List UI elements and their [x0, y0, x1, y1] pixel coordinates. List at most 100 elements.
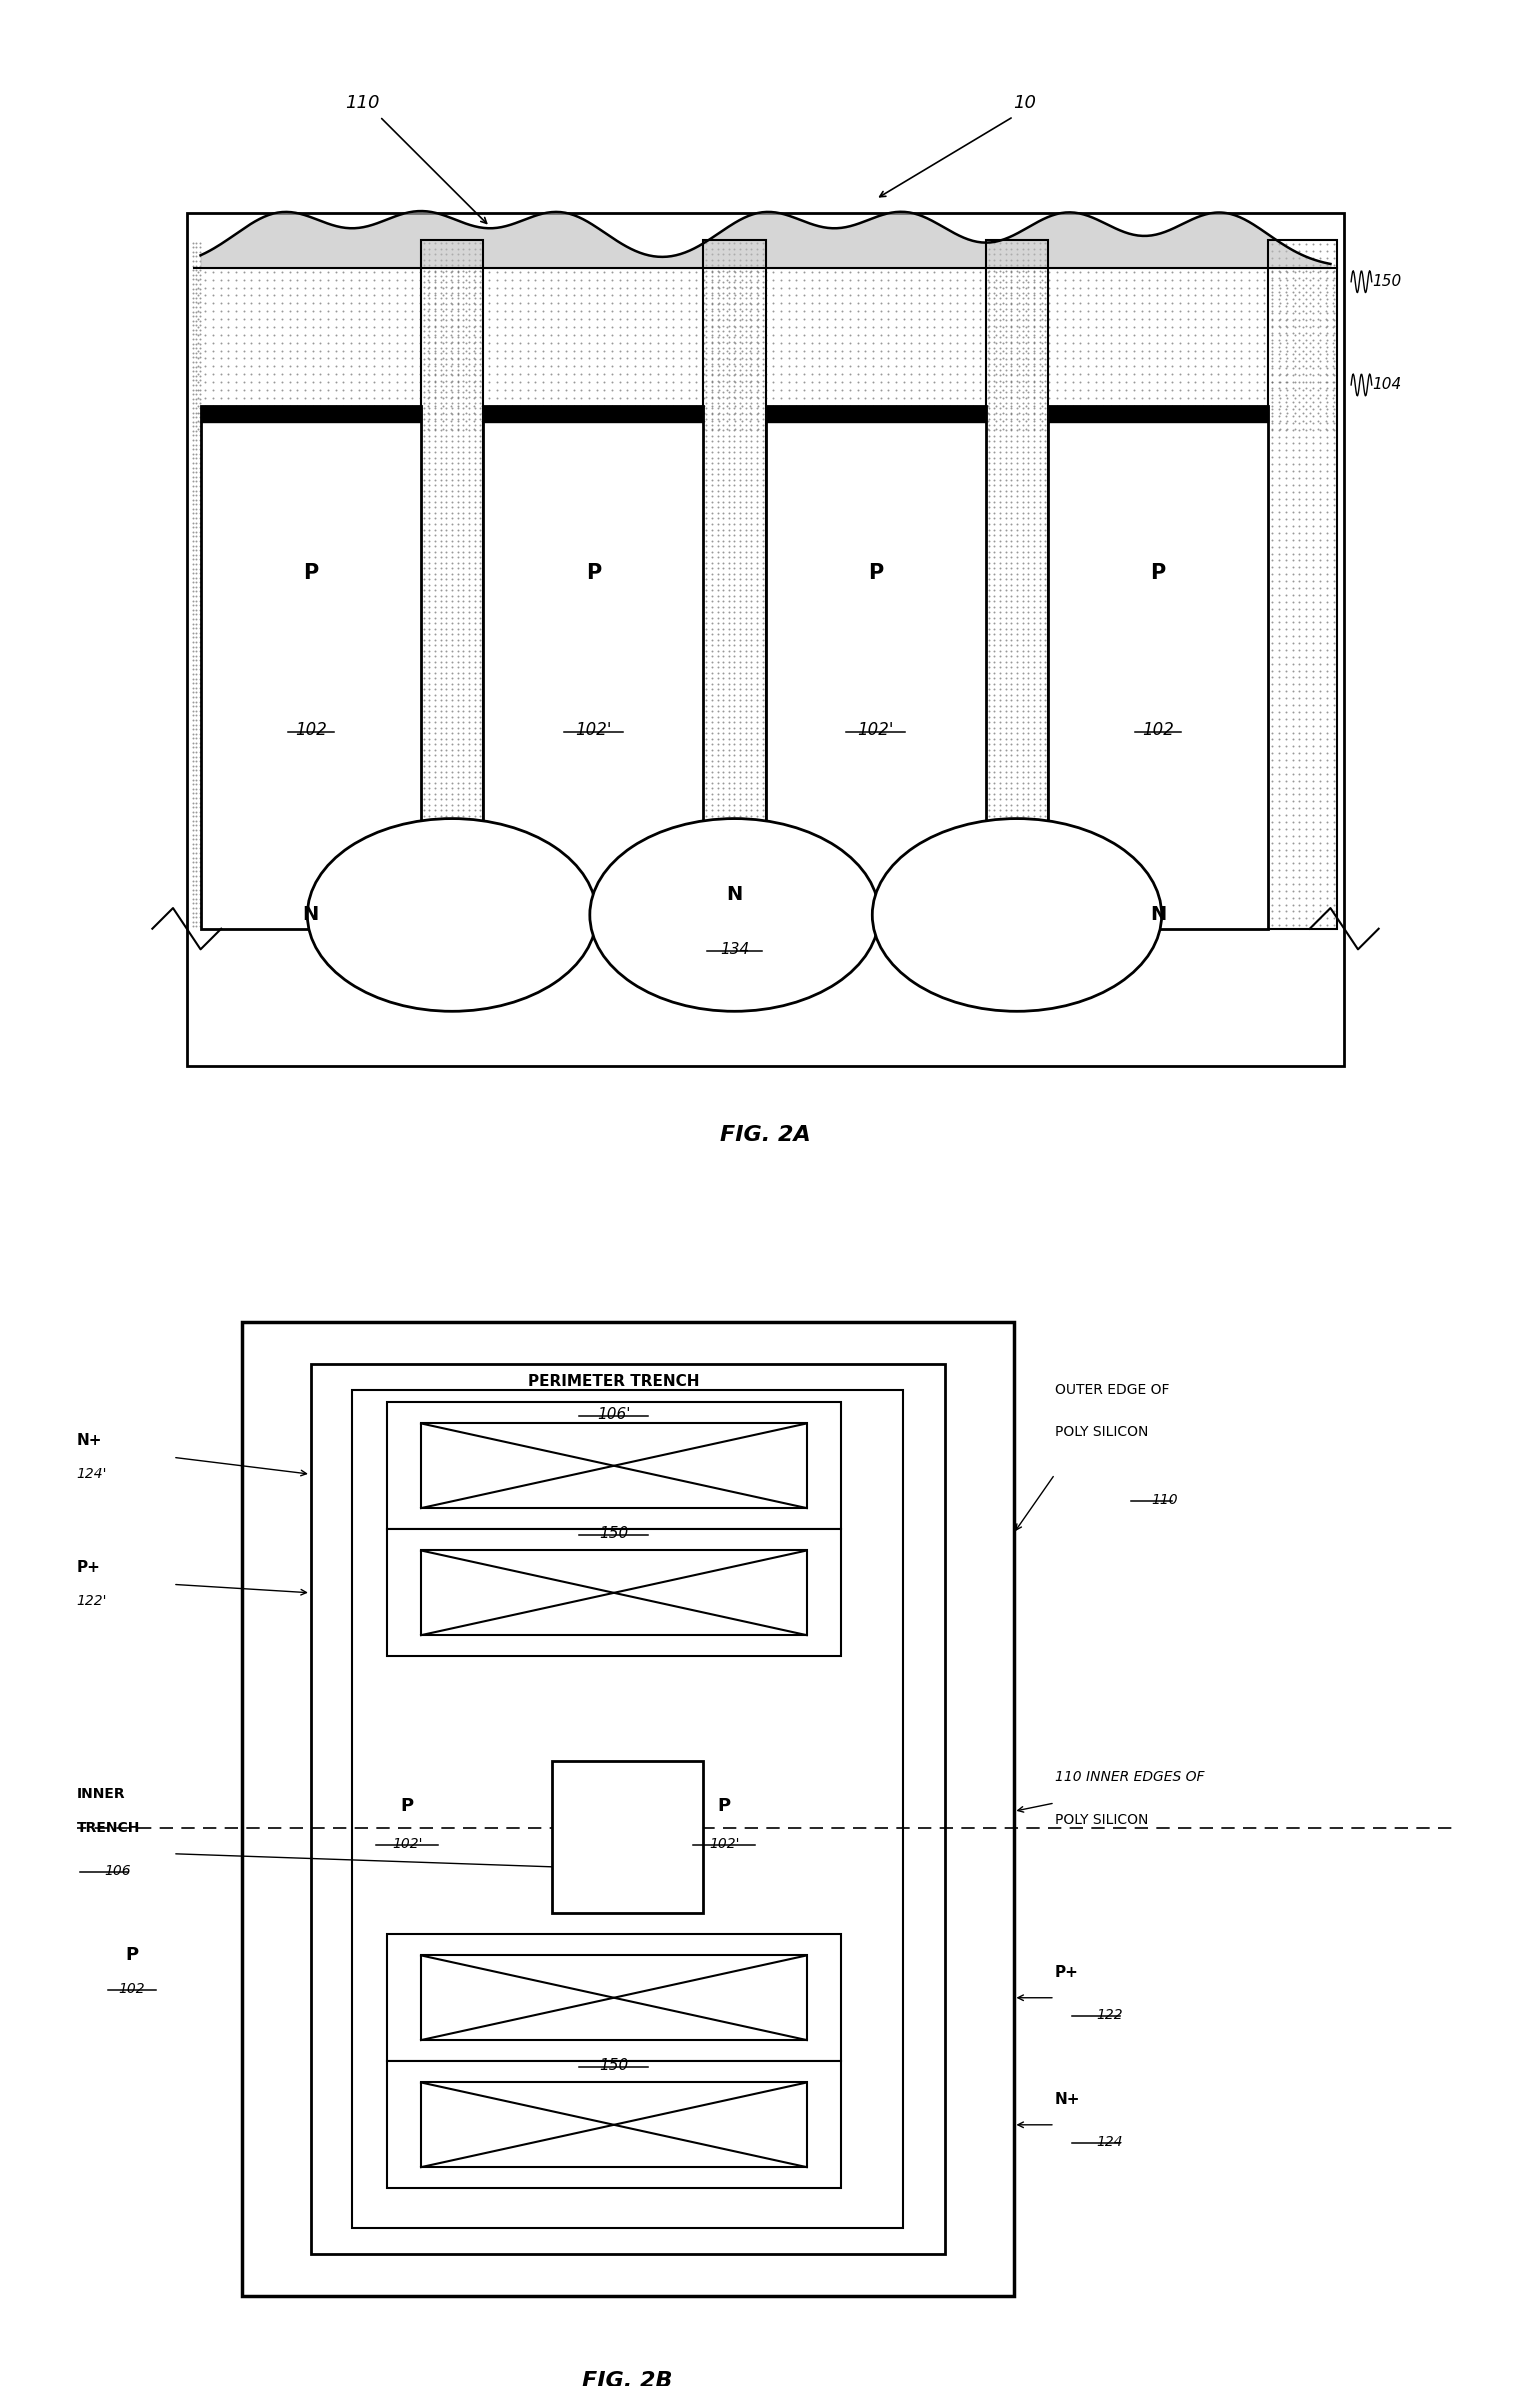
Point: [423, 666, 447, 704]
Point: [739, 356, 764, 394]
Point: [478, 379, 502, 418]
Point: [439, 527, 464, 565]
Point: [822, 403, 847, 441]
Point: [547, 363, 571, 401]
Point: [246, 348, 271, 387]
Point: [1321, 384, 1346, 422]
Point: [1321, 439, 1346, 477]
Point: [439, 236, 464, 274]
Point: [1004, 675, 1029, 713]
Point: [1076, 270, 1101, 308]
Point: [1283, 270, 1307, 308]
Point: [807, 394, 831, 432]
Point: [700, 410, 724, 449]
Point: [1321, 487, 1346, 525]
Point: [730, 332, 755, 370]
Point: [977, 477, 1001, 515]
Point: [727, 406, 752, 444]
Point: [412, 666, 436, 704]
Point: [977, 620, 1001, 659]
Point: [188, 508, 213, 546]
Point: [914, 277, 939, 315]
Point: [744, 456, 769, 494]
Point: [418, 544, 442, 582]
Point: [216, 339, 240, 377]
Point: [750, 308, 775, 346]
Point: [983, 823, 1007, 861]
Point: [1274, 327, 1298, 365]
Point: [638, 260, 663, 298]
Point: [694, 857, 718, 895]
Point: [439, 401, 464, 439]
Point: [945, 348, 969, 387]
Point: [987, 840, 1012, 878]
Point: [1301, 439, 1326, 477]
Point: [753, 253, 778, 291]
Point: [899, 348, 923, 387]
Point: [446, 809, 470, 847]
Point: [600, 339, 625, 377]
Point: [188, 265, 213, 303]
Point: [1321, 472, 1346, 511]
Point: [1301, 637, 1326, 675]
Point: [239, 260, 263, 298]
Point: [750, 625, 775, 663]
Point: [1017, 907, 1041, 945]
Point: [983, 387, 1007, 425]
Point: [1314, 324, 1338, 363]
Point: [435, 642, 459, 680]
Point: [439, 835, 464, 873]
Point: [750, 759, 775, 797]
Point: [744, 451, 769, 489]
Point: [814, 339, 839, 377]
Point: [412, 902, 436, 940]
Point: [994, 246, 1018, 284]
Point: [524, 291, 548, 329]
Point: [994, 322, 1018, 360]
Point: [418, 814, 442, 852]
Point: [1307, 487, 1332, 525]
Point: [654, 370, 678, 408]
Point: [468, 895, 493, 933]
Point: [439, 768, 464, 806]
Point: [1321, 804, 1346, 842]
Point: [1266, 651, 1291, 690]
Point: [462, 236, 487, 274]
Point: [323, 270, 348, 308]
Point: [994, 775, 1018, 814]
Point: [1021, 410, 1046, 449]
Point: [446, 482, 470, 520]
Point: [1027, 759, 1052, 797]
Point: [723, 814, 747, 852]
Point: [853, 277, 877, 315]
Point: [700, 907, 724, 945]
Point: [285, 370, 309, 408]
Point: [983, 351, 1007, 389]
Point: [1000, 730, 1024, 768]
Point: [1301, 267, 1326, 305]
Point: [975, 370, 1000, 408]
Point: [456, 895, 481, 933]
Point: [429, 747, 453, 785]
Point: [435, 313, 459, 351]
Point: [1021, 465, 1046, 503]
Point: [508, 284, 533, 322]
Point: [983, 267, 1007, 305]
Point: [1021, 792, 1046, 830]
Point: [435, 565, 459, 604]
Point: [723, 406, 747, 444]
Point: [1017, 852, 1041, 890]
Point: [412, 284, 436, 322]
Point: [853, 291, 877, 329]
Point: [468, 675, 493, 713]
Point: [308, 410, 332, 449]
Point: [384, 332, 409, 370]
Point: [423, 780, 447, 818]
Point: [412, 472, 436, 511]
Point: [1321, 575, 1346, 613]
Point: [181, 902, 205, 940]
Point: [1321, 410, 1346, 449]
Point: [727, 489, 752, 527]
Point: [750, 367, 775, 406]
Point: [1307, 907, 1332, 945]
